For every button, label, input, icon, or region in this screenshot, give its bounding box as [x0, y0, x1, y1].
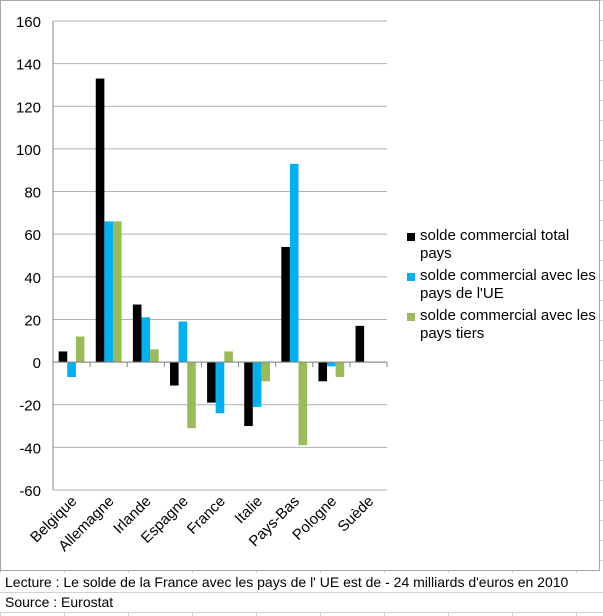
- legend-swatch-tiers: [407, 313, 415, 321]
- lecture-row: Lecture : Le solde de la France avec les…: [0, 573, 603, 593]
- y-tick-label: 60: [24, 227, 41, 244]
- y-tick-label: 20: [24, 312, 41, 329]
- bar: [327, 362, 336, 367]
- bar: [150, 349, 159, 363]
- legend-item-total: solde commercial total pays: [406, 227, 596, 263]
- y-tick-label: 160: [16, 14, 41, 31]
- bar: [132, 304, 142, 363]
- y-tick-label: 140: [16, 57, 41, 74]
- legend-label-ue: solde commercial avec les pays de l'UE: [420, 267, 596, 302]
- bar: [75, 336, 85, 363]
- bar: [95, 78, 105, 363]
- legend-swatch-ue: [407, 273, 415, 281]
- bar: [281, 246, 290, 363]
- bar: [261, 362, 271, 382]
- legend-swatch-total: [407, 233, 415, 241]
- bar: [252, 362, 262, 407]
- bar: [355, 325, 365, 363]
- y-tick-label: 120: [16, 99, 41, 116]
- category-label: Suède: [335, 493, 378, 536]
- bar: [67, 362, 76, 378]
- bar-chart: 160140120100806040200-20-40-60BelgiqueAl…: [16, 14, 388, 555]
- bar: [298, 362, 308, 446]
- bar: [224, 351, 233, 363]
- bar: [289, 163, 299, 363]
- y-tick-label: 0: [33, 355, 41, 372]
- bar: [215, 362, 225, 414]
- source-row: Source : Eurostat: [0, 593, 603, 613]
- legend-item-ue: solde commercial avec les pays de l'UE: [406, 267, 596, 303]
- bar: [318, 362, 328, 382]
- legend-label-tiers: solde commercial avec les pays tiers: [420, 307, 596, 342]
- y-tick-label: 100: [16, 142, 41, 159]
- bar: [169, 362, 179, 386]
- lecture-note: Lecture : Le solde de la France avec les…: [5, 574, 569, 590]
- y-tick-label: 40: [24, 270, 41, 287]
- legend-label-total: solde commercial total pays: [420, 227, 570, 262]
- source-note: Source : Eurostat: [5, 594, 114, 610]
- bar: [112, 221, 122, 363]
- bar: [244, 362, 253, 427]
- y-tick-label: -60: [19, 483, 41, 500]
- bar: [178, 321, 188, 363]
- y-tick-label: -40: [19, 440, 41, 457]
- bar: [207, 362, 216, 403]
- bar: [335, 362, 345, 378]
- bar: [187, 362, 196, 429]
- legend-item-tiers: solde commercial avec les pays tiers: [406, 307, 596, 343]
- chart-area[interactable]: 160 140 120 100 80 60 40 20 0 -20 -40 -60 Belgique Al…: [0, 0, 600, 571]
- y-tick-label: 80: [24, 185, 41, 202]
- bar: [104, 221, 113, 363]
- bar: [141, 317, 151, 363]
- y-tick-label: -20: [19, 398, 41, 415]
- bar: [58, 351, 68, 363]
- category-label: France: [184, 493, 229, 538]
- chart-legend: solde commercial total pays solde commer…: [406, 227, 596, 347]
